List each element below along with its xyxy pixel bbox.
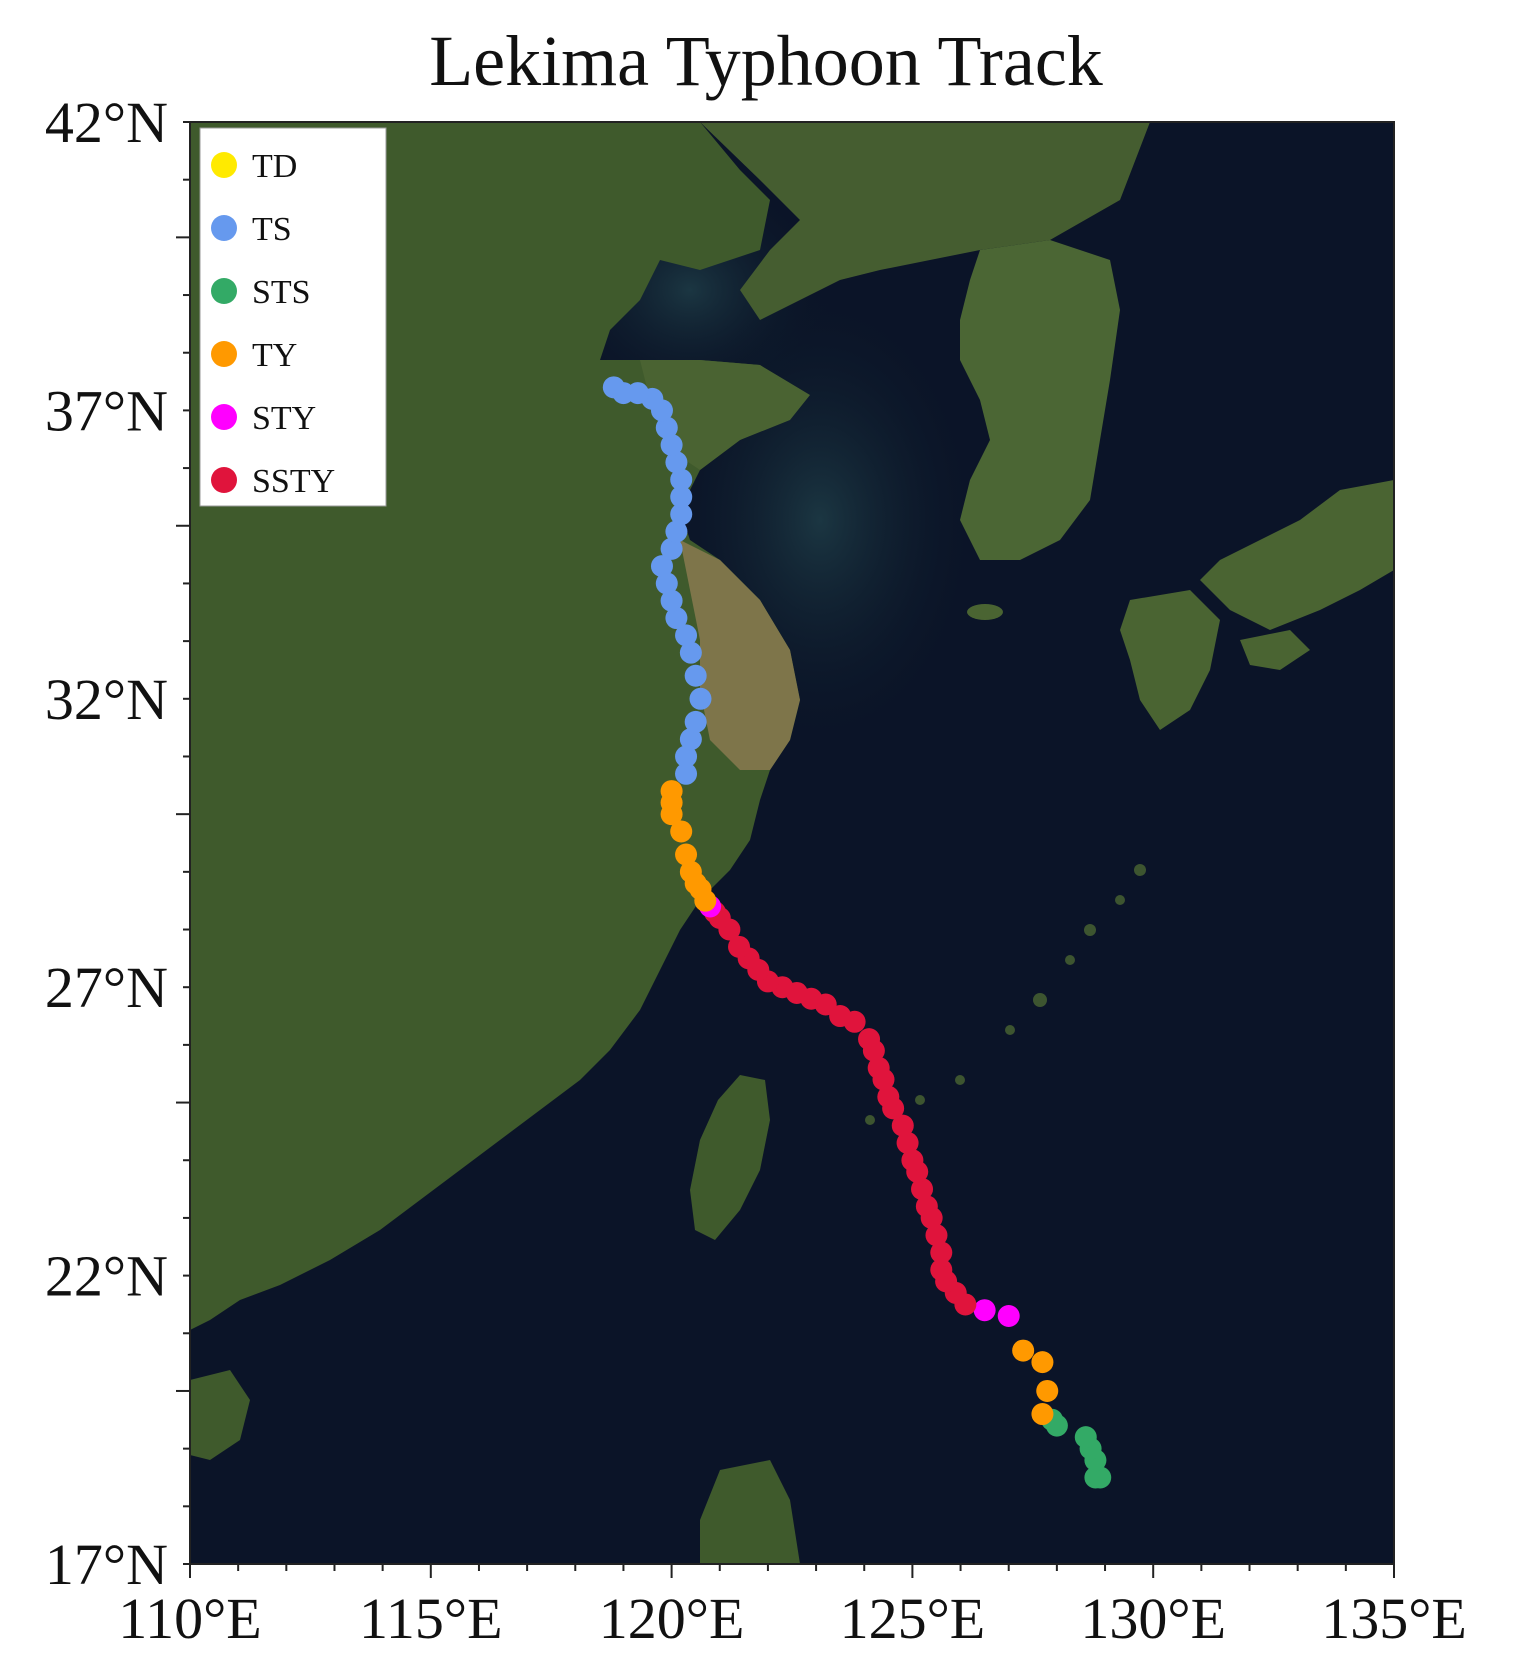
liaodong-peninsula: [700, 122, 1150, 320]
y-tick-label: 17°N: [45, 1532, 168, 1597]
x-tick-label: 130°E: [1080, 1586, 1226, 1651]
track-point-ts: [675, 762, 698, 785]
track-point-sts: [1084, 1466, 1107, 1489]
x-tick-label: 135°E: [1321, 1586, 1467, 1651]
shandong-peninsula: [640, 360, 810, 470]
legend-label-ts: TS: [252, 211, 292, 248]
korean-peninsula: [960, 240, 1120, 560]
track-point-ts: [689, 687, 712, 710]
typhoon-track: [602, 376, 1112, 1489]
track-point-ts: [665, 607, 688, 630]
track-point-ts: [675, 624, 698, 647]
track-point-ssty: [858, 1028, 881, 1051]
y-tick-label: 22°N: [45, 1244, 168, 1309]
japan-kyushu: [1120, 590, 1220, 730]
track-point-ts: [675, 745, 698, 768]
legend-marker-sts: [211, 278, 237, 304]
y-tick-label: 27°N: [45, 955, 168, 1020]
track-point-ssty: [915, 1195, 938, 1218]
legend-label-ty: TY: [252, 337, 297, 374]
legend: TD TS STS TY STY SSTY: [199, 127, 387, 507]
track-point-ty: [679, 860, 702, 883]
track-point-ts: [655, 416, 678, 439]
track-point-ts: [602, 376, 625, 399]
axis-tick-labels: 110°E 115°E 120°E 125°E 130°E 135°E 17°N 22°N 27…: [45, 90, 1467, 1651]
ryukyu-islands: [865, 864, 1146, 1125]
x-tick-label: 110°E: [118, 1586, 261, 1651]
track-point-ty: [670, 820, 693, 843]
track-point-ssty: [925, 1224, 948, 1247]
track-point-ssty: [891, 1114, 914, 1137]
x-tick-label: 115°E: [359, 1586, 502, 1651]
y-tick-label: 42°N: [45, 90, 168, 155]
luzon-island: [700, 1460, 800, 1564]
legend-marker-ty: [211, 341, 237, 367]
track-point-ts: [684, 710, 707, 733]
track-point-ty: [1012, 1339, 1035, 1362]
track-point-ssty: [911, 1178, 934, 1201]
figure-title: Lekima Typhoon Track: [429, 21, 1103, 101]
legend-marker-td: [211, 152, 237, 178]
track-point-ssty: [930, 1241, 953, 1264]
track-point-ssty: [896, 1131, 919, 1154]
track-point-ssty: [877, 1085, 900, 1108]
track-point-ty: [1036, 1379, 1059, 1402]
track-point-ts: [679, 728, 702, 751]
japan-shikoku: [1240, 630, 1310, 670]
coastal-plain: [680, 540, 800, 770]
track-point-ssty: [930, 1258, 953, 1281]
track-point-ts: [670, 468, 693, 491]
x-tick-label: 125°E: [840, 1586, 986, 1651]
track-point-ts: [665, 520, 688, 543]
y-tick-label: 37°N: [45, 378, 168, 443]
axis-ticks: [176, 121, 1395, 1578]
legend-label-ssty: SSTY: [252, 463, 335, 500]
track-point-ty: [660, 780, 683, 803]
legend-marker-sty: [211, 404, 237, 430]
track-point-sty: [997, 1304, 1020, 1327]
track-point-ts: [660, 589, 683, 612]
plot-frame: [189, 121, 1395, 1565]
legend-label-sty: STY: [252, 400, 316, 437]
legend-box: [199, 127, 387, 507]
legend-label-td: TD: [252, 148, 297, 185]
track-point-ts: [670, 485, 693, 508]
track-point-ty: [1031, 1351, 1054, 1374]
taiwan-island: [690, 1075, 770, 1240]
hainan-island: [190, 1370, 250, 1460]
track-point-ssty: [728, 935, 751, 958]
track-point-ts: [660, 434, 683, 457]
track-point-ts: [655, 572, 678, 595]
y-tick-label: 32°N: [45, 667, 168, 732]
track-point-sts: [1074, 1426, 1097, 1449]
x-tick-label: 120°E: [599, 1586, 745, 1651]
track-point-ty: [675, 843, 698, 866]
track-point-sty: [973, 1299, 996, 1322]
legend-marker-ts: [211, 215, 237, 241]
track-point-ts: [660, 537, 683, 560]
japan-honshu: [1200, 480, 1394, 630]
track-point-ty: [1031, 1403, 1054, 1426]
track-point-ts: [684, 664, 707, 687]
track-point-ts: [650, 555, 673, 578]
track-point-ssty: [867, 1056, 890, 1079]
legend-marker-ssty: [211, 467, 237, 493]
track-point-ts: [665, 451, 688, 474]
legend-label-sts: STS: [252, 274, 311, 311]
jeju-island: [967, 604, 1003, 620]
track-point-ssty: [901, 1149, 924, 1172]
track-point-ts: [670, 503, 693, 526]
track-point-ts: [679, 641, 702, 664]
